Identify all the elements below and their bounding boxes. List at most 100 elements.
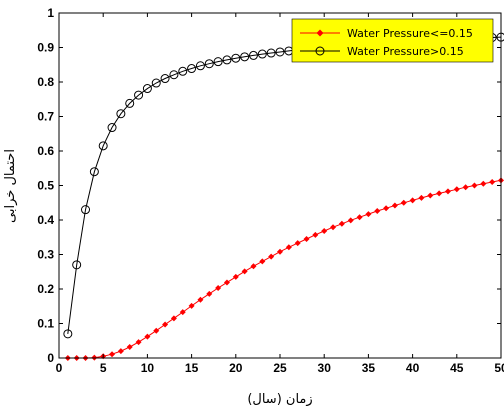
x-tick-label: 25: [273, 361, 287, 375]
series-2-point: [195, 61, 205, 71]
series-layer: [63, 32, 504, 361]
y-tick-label: 0.3: [37, 248, 54, 262]
series-1-point: [444, 188, 451, 195]
series-1-point: [144, 333, 151, 340]
y-tick-label: 0.8: [37, 75, 54, 89]
series-1-point: [338, 220, 345, 227]
series-1-point: [153, 327, 160, 334]
series-1-point: [427, 192, 434, 199]
legend-box: [291, 18, 494, 63]
series-2-point: [257, 49, 267, 59]
y-tick-label: 0.6: [37, 144, 54, 158]
series-1-point: [197, 296, 204, 303]
series-1-point: [277, 248, 283, 255]
y-tick-label: 0.5: [37, 179, 54, 193]
series-2-point: [248, 50, 258, 60]
series-2-point: [125, 98, 135, 108]
series-1-point: [471, 182, 478, 189]
series-1-point: [374, 208, 381, 215]
series-1-point: [409, 197, 416, 204]
x-tick-label: 15: [185, 361, 199, 375]
series-1-point: [250, 263, 257, 270]
series-2-point: [266, 48, 276, 58]
series-2-point: [98, 141, 108, 151]
x-axis-label: زمان (سال): [247, 392, 312, 407]
series-2-point: [81, 205, 91, 215]
series-1-point: [330, 224, 337, 231]
legend-label-series-1: Water Pressure<=0.15: [347, 27, 473, 40]
series-1-point: [356, 214, 363, 221]
series-1-point: [117, 348, 124, 355]
x-tick-label: 35: [362, 361, 376, 375]
y-tick-label: 0.4: [37, 213, 54, 227]
series-1-point: [294, 240, 301, 247]
series-1-point: [391, 202, 398, 209]
series-1-point: [285, 244, 292, 251]
series-1-point: [223, 279, 230, 286]
legend: Water Pressure<=0.15 Water Pressure>0.15: [291, 18, 494, 63]
series-2-point: [160, 74, 170, 84]
series-1-point: [303, 235, 310, 242]
series-2-point: [72, 260, 82, 270]
series-line-2: [67, 36, 502, 334]
x-tick-label: 30: [318, 361, 332, 375]
series-1-point: [453, 186, 460, 193]
series-1-point: [489, 179, 496, 186]
y-tick-label: 0.9: [37, 41, 54, 55]
x-tick-label: 5: [100, 361, 107, 375]
series-1-point: [383, 205, 390, 212]
plot-frame: [58, 12, 502, 359]
y-tick-label: 1: [47, 6, 54, 20]
x-tick-label: 50: [494, 361, 504, 375]
y-tick-label: 0.1: [37, 317, 54, 331]
series-line-1: [67, 179, 502, 359]
legend-marker-series-2: [315, 46, 325, 56]
series-2-point: [204, 59, 214, 69]
series-1-point: [188, 302, 195, 309]
series-1-point: [126, 343, 133, 350]
series-2-point: [134, 90, 144, 100]
legend-marker-series-1: [316, 29, 324, 37]
x-tick-label: 45: [450, 361, 464, 375]
series-1-point: [321, 228, 328, 235]
series-1-point: [347, 217, 354, 224]
series-2-point: [116, 109, 126, 119]
series-1-point: [232, 273, 239, 280]
y-tick-label: 0: [47, 351, 54, 365]
series-1-point: [480, 180, 487, 187]
x-tick-label: 0: [56, 361, 63, 375]
series-1-point: [162, 321, 169, 328]
series-2-point: [142, 84, 152, 94]
series-1-point: [400, 199, 407, 206]
series-1-point: [206, 290, 213, 297]
series-1-point: [170, 315, 177, 322]
x-tick-label: 40: [406, 361, 420, 375]
series-1-point: [215, 284, 222, 291]
series-1-point: [268, 253, 275, 260]
series-1-point: [259, 258, 266, 265]
series-2-point: [187, 64, 197, 74]
series-2-point: [107, 123, 117, 133]
series-2-point: [178, 66, 188, 76]
series-2-point: [275, 47, 285, 57]
series-2-point: [89, 167, 99, 177]
y-axis-label: احتمال خرابی: [3, 149, 18, 223]
series-1-point: [135, 339, 142, 346]
series-2-point: [231, 53, 241, 63]
x-tick-label: 10: [141, 361, 155, 375]
series-2-point: [240, 52, 250, 62]
series-2-point: [63, 329, 73, 339]
series-1-point: [179, 309, 186, 316]
series-2-point: [213, 57, 223, 67]
series-1-point: [436, 190, 443, 197]
ticks-layer: 0 5 10 15 20 25 30 35 40 45 50 0 0.1 0.2 0.3 0.4 0.5 0.6 0…: [37, 6, 504, 375]
series-1-point: [462, 184, 469, 191]
y-tick-label: 0.7: [37, 110, 54, 124]
series-1-point: [418, 194, 425, 201]
x-tick-label: 20: [229, 361, 243, 375]
series-1-point: [312, 231, 319, 238]
series-2-point: [169, 70, 179, 80]
series-2-point: [222, 55, 232, 65]
series-1-point: [241, 268, 248, 275]
